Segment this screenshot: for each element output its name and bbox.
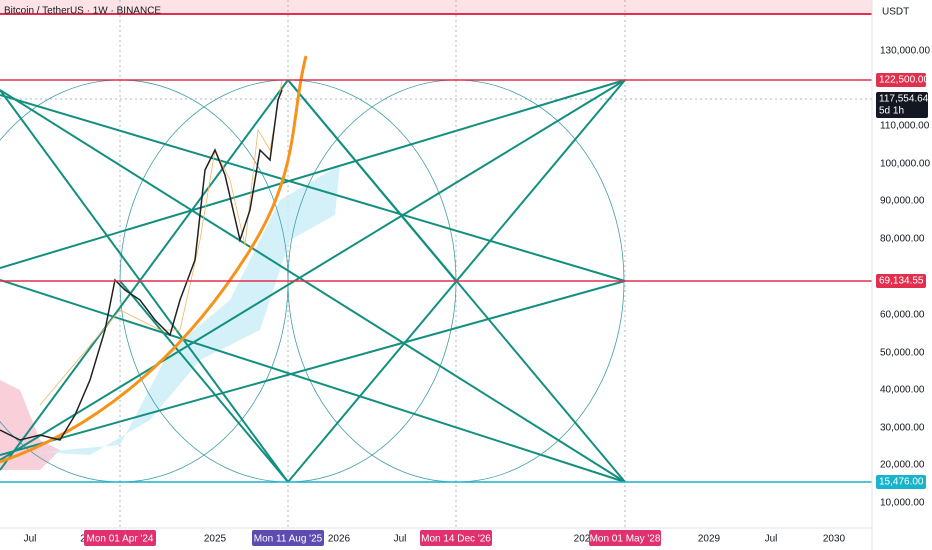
time-label: 2026 bbox=[328, 534, 351, 545]
price-label: 90,000.00 bbox=[880, 196, 925, 207]
time-label: Jul bbox=[765, 534, 778, 545]
price-label: 100,000.00 bbox=[880, 159, 930, 170]
countdown: 5d 1h bbox=[879, 106, 904, 117]
price-label: 60,000.00 bbox=[880, 310, 925, 321]
gann-lines bbox=[0, 79, 626, 483]
price-unit: USDT bbox=[882, 7, 909, 18]
time-marker-label: Mon 11 Aug '25 bbox=[254, 534, 323, 545]
current-price-tag bbox=[876, 92, 928, 118]
time-marker bbox=[252, 530, 324, 546]
price-label: 50,000.00 bbox=[880, 348, 925, 359]
price-label: 10,000.00 bbox=[880, 498, 925, 509]
price-tag-label: 122,500.00 bbox=[879, 75, 929, 86]
time-marker bbox=[420, 530, 492, 546]
current-price: 117,554.64 bbox=[879, 94, 929, 105]
time-marker-label: Mon 01 May '28 bbox=[590, 534, 661, 545]
time-label: 2 bbox=[80, 534, 86, 545]
price-tag bbox=[876, 274, 926, 288]
price-label: 40,000.00 bbox=[880, 385, 925, 396]
price-label: 130,000.00 bbox=[880, 46, 930, 57]
time-label: Jul bbox=[24, 534, 37, 545]
time-label: 2030 bbox=[823, 534, 846, 545]
time-label: Jul bbox=[394, 534, 407, 545]
time-marker-label: Mon 01 Apr '24 bbox=[87, 534, 154, 545]
curve bbox=[0, 55, 308, 464]
time-label: 2025 bbox=[204, 534, 227, 545]
top-zone bbox=[0, 0, 872, 14]
price-label: 20,000.00 bbox=[880, 460, 925, 471]
price-tag-label: 15,476.00 bbox=[879, 477, 924, 488]
time-label: 202 bbox=[574, 534, 591, 545]
price-label: 30,000.00 bbox=[880, 423, 925, 434]
price-tag bbox=[876, 475, 926, 489]
time-label: 2029 bbox=[698, 534, 721, 545]
symbol-title: Bitcoin / TetherUS · 1W · BINANCE bbox=[4, 6, 161, 17]
cloud-blue bbox=[40, 165, 340, 455]
price-label: 80,000.00 bbox=[880, 234, 925, 245]
price-tag-label: 69,134.55 bbox=[879, 276, 924, 287]
cloud-red bbox=[0, 380, 60, 470]
time-marker bbox=[84, 530, 156, 546]
price-line bbox=[0, 89, 283, 441]
price-tag bbox=[876, 73, 926, 87]
price-label: 110,000.00 bbox=[880, 121, 930, 132]
time-marker bbox=[589, 530, 661, 546]
time-marker-label: Mon 14 Dec '26 bbox=[421, 534, 491, 545]
